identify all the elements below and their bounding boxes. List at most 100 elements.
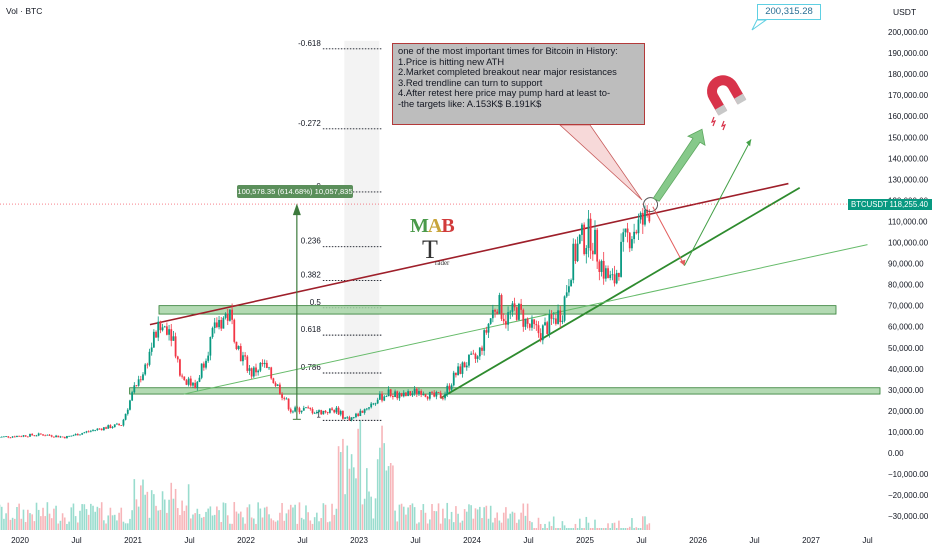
- candle-body: [550, 314, 553, 319]
- candle-body: [215, 322, 218, 328]
- candle-body: [348, 417, 351, 421]
- candle-body: [29, 433, 31, 437]
- volume-bar: [487, 518, 490, 530]
- volume-bar: [416, 523, 418, 530]
- candle-body: [192, 382, 194, 386]
- candle-body: [537, 325, 540, 334]
- candle-body: [594, 229, 596, 255]
- x-tick-label: 2024: [463, 536, 481, 545]
- volume-bar: [448, 519, 451, 530]
- candle-body: [120, 425, 123, 426]
- volume-bar: [126, 523, 129, 530]
- candle-body: [394, 391, 396, 398]
- candle-body: [226, 313, 229, 321]
- candle-body: [246, 356, 249, 371]
- candle-body: [428, 391, 431, 399]
- candle-body: [507, 312, 509, 325]
- candle-body: [168, 329, 170, 335]
- candle-body: [220, 319, 223, 329]
- candle-body: [559, 310, 562, 323]
- candle-body: [268, 367, 270, 369]
- volume-bar: [548, 521, 551, 530]
- volume-bar: [381, 425, 383, 530]
- volume-bar: [578, 518, 581, 530]
- volume-bar: [9, 519, 12, 530]
- volume-bar: [300, 517, 303, 530]
- y-tick-label: 200,000.00: [888, 28, 929, 37]
- volume-bar: [455, 506, 457, 530]
- candle-body: [622, 232, 625, 242]
- candle-body: [129, 400, 131, 410]
- candle-body: [196, 381, 199, 389]
- volume-bar: [220, 522, 223, 530]
- volume-bar: [424, 512, 427, 530]
- candle-body: [322, 410, 325, 415]
- candle-body: [472, 353, 475, 355]
- candle-body: [94, 429, 97, 431]
- candle-body: [435, 392, 438, 397]
- volume-bar: [237, 513, 240, 530]
- candle-body: [320, 410, 323, 415]
- candle-body: [9, 437, 12, 439]
- volume-bar: [59, 520, 62, 530]
- candle-body: [279, 384, 281, 394]
- volume-bar: [5, 513, 7, 530]
- target-price-label: 200,315.28: [757, 4, 821, 20]
- volume-bar: [444, 518, 446, 530]
- volume-bar: [637, 528, 640, 530]
- volume-bar: [61, 513, 64, 530]
- candle-body: [311, 409, 314, 414]
- annotation-line: 4.After retest here price may pump hard …: [398, 87, 611, 99]
- volume-bar: [648, 523, 651, 530]
- volume-bar: [442, 508, 444, 530]
- annotation-line: 3.Red trendline can turn to support: [398, 76, 543, 88]
- candle-body: [641, 212, 644, 225]
- volume-bar: [468, 504, 470, 530]
- volume-bar: [131, 510, 133, 530]
- candle-body: [461, 362, 464, 374]
- candle-body: [244, 355, 247, 357]
- candle-body: [524, 318, 527, 327]
- candle-body: [346, 417, 349, 419]
- candle-body: [74, 433, 77, 436]
- candle-body: [513, 303, 516, 308]
- volume-bar: [68, 521, 70, 530]
- volume-bar: [626, 528, 629, 530]
- volume-bar: [16, 506, 18, 530]
- volume-bar: [57, 523, 60, 530]
- candle-body: [55, 435, 57, 438]
- volume-bar: [209, 506, 212, 530]
- volume-bar: [429, 519, 431, 530]
- candle-body: [515, 307, 518, 320]
- candle-body: [274, 383, 277, 386]
- candle-body: [439, 392, 442, 399]
- retest-arrow-head: [679, 259, 686, 266]
- volume-bar: [231, 523, 233, 530]
- chart-title: Vol · BTC: [6, 6, 43, 16]
- x-tick-label: 2027: [802, 536, 820, 545]
- volume-bar: [615, 528, 618, 530]
- volume-bar: [222, 502, 225, 530]
- candle-body: [113, 424, 116, 428]
- candle-body: [626, 228, 629, 233]
- fib-level-label: 1: [316, 410, 321, 419]
- volume-bar: [363, 498, 366, 530]
- volume-bar: [253, 518, 255, 530]
- candle-body: [489, 318, 492, 324]
- volume-bar: [3, 518, 5, 530]
- candle-body: [24, 435, 27, 437]
- candle-body: [272, 378, 275, 384]
- candle-body: [518, 303, 520, 320]
- volume-bar: [292, 507, 294, 530]
- volume-bar: [620, 528, 622, 530]
- candle-body: [396, 391, 399, 399]
- candle-body: [83, 432, 86, 434]
- y-tick-label: −10,000.00: [888, 470, 929, 479]
- y-tick-label: 80,000.00: [888, 281, 924, 290]
- candle-body: [335, 407, 338, 413]
- candle-body: [116, 423, 118, 425]
- candle-body: [53, 436, 55, 438]
- candle-body: [96, 428, 99, 430]
- volume-bar: [568, 528, 570, 530]
